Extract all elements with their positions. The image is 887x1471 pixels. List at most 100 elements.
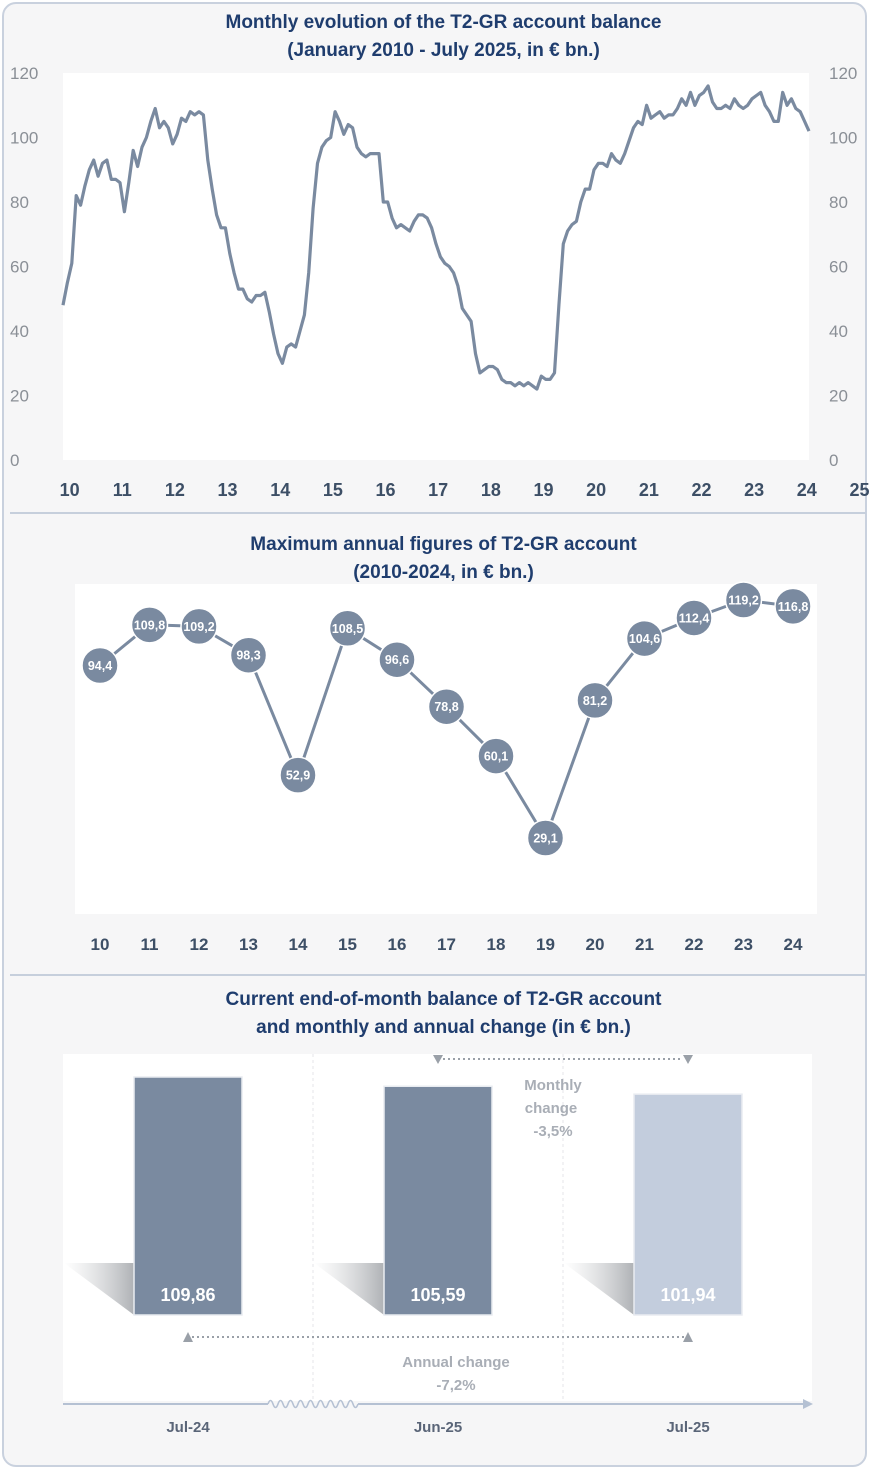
x-tick-11: 11 bbox=[113, 480, 132, 500]
x-tick-Jun-25: Jun-25 bbox=[414, 1419, 462, 1436]
divider-1 bbox=[10, 512, 866, 514]
marker-16 bbox=[378, 640, 416, 679]
x-tick-18: 18 bbox=[481, 480, 501, 500]
data-label-19: 29,1 bbox=[533, 832, 557, 846]
data-label-20: 81,2 bbox=[583, 694, 607, 708]
x-tick-25: 25 bbox=[849, 480, 869, 500]
y-tick-left-0: 0 bbox=[10, 451, 19, 470]
chart2-subtitle: (2010-2024, in € bn.) bbox=[353, 562, 534, 583]
x-tick-13: 13 bbox=[218, 480, 238, 500]
y-tick-right-3: 60 bbox=[829, 258, 848, 277]
data-label-12: 109,2 bbox=[183, 620, 214, 634]
y-tick-left-5: 100 bbox=[10, 129, 38, 148]
marker-11 bbox=[130, 606, 169, 644]
data-label-15: 108,5 bbox=[332, 622, 363, 636]
divider-2 bbox=[10, 974, 866, 976]
y-tick-right-4: 80 bbox=[829, 193, 848, 212]
chart3-subtitle: and monthly and annual change (in € bn.) bbox=[256, 1017, 631, 1038]
y-tick-right-6: 120 bbox=[829, 64, 857, 83]
x-tick-14: 14 bbox=[289, 935, 308, 954]
marker-22 bbox=[675, 599, 713, 637]
y-tick-left-1: 20 bbox=[10, 387, 29, 406]
x-tick-20: 20 bbox=[586, 480, 606, 500]
x-tick-15: 15 bbox=[338, 935, 357, 954]
y-tick-right-2: 40 bbox=[829, 322, 848, 341]
annual-arrow-left bbox=[183, 1332, 193, 1342]
bar-Jul-25 bbox=[633, 1093, 743, 1316]
x-tick-16: 16 bbox=[388, 935, 407, 954]
marker-15 bbox=[328, 609, 367, 648]
monthly-arrow-left bbox=[433, 1055, 443, 1064]
x-tick-11: 11 bbox=[141, 935, 159, 954]
x-tick-18: 18 bbox=[487, 935, 506, 954]
marker-21 bbox=[625, 619, 664, 658]
x-tick-22: 22 bbox=[685, 935, 704, 954]
y-tick-right-1: 20 bbox=[829, 387, 848, 406]
monthly-balance-line bbox=[61, 84, 811, 391]
data-label-11: 109,8 bbox=[134, 618, 165, 632]
y-tick-left-2: 40 bbox=[10, 322, 29, 341]
data-label-17: 78,8 bbox=[434, 700, 458, 714]
data-label-16: 96,6 bbox=[385, 653, 409, 667]
bar-shadow-Jul-25 bbox=[564, 1263, 634, 1315]
y-tick-left-3: 60 bbox=[10, 258, 29, 277]
bar-shadow-Jul-24 bbox=[64, 1263, 134, 1315]
y-tick-right-0: 0 bbox=[829, 451, 838, 470]
x-tick-23: 23 bbox=[744, 480, 764, 500]
marker-19 bbox=[526, 819, 565, 857]
monthly-change-label2: change bbox=[525, 1100, 578, 1117]
marker-12 bbox=[180, 607, 218, 646]
x-tick-17: 17 bbox=[428, 480, 448, 500]
x-tick-21: 21 bbox=[635, 935, 654, 954]
x-tick-20: 20 bbox=[586, 935, 605, 954]
data-label-23: 119,2 bbox=[728, 594, 759, 608]
marker-17 bbox=[427, 687, 466, 726]
x-tick-22: 22 bbox=[691, 480, 711, 500]
data-label-21: 104,6 bbox=[629, 632, 660, 646]
chart2-title: Maximum annual figures of T2-GR account bbox=[250, 534, 637, 555]
x-tick-13: 13 bbox=[239, 935, 258, 954]
x-tick-Jul-25: Jul-25 bbox=[666, 1419, 709, 1436]
annual-arrow-right bbox=[683, 1332, 693, 1342]
monthly-arrow-right bbox=[683, 1055, 693, 1064]
x-tick-21: 21 bbox=[639, 480, 659, 500]
data-label-18: 60,1 bbox=[484, 750, 508, 764]
x-tick-Jul-24: Jul-24 bbox=[166, 1419, 210, 1436]
marker-23 bbox=[724, 581, 763, 619]
monthly-change-label: Monthly bbox=[524, 1077, 582, 1094]
x-tick-24: 24 bbox=[797, 480, 817, 500]
chart1-plot-area bbox=[63, 73, 809, 460]
marker-10 bbox=[81, 646, 119, 685]
x-tick-23: 23 bbox=[734, 935, 753, 954]
annual-change-label: Annual change bbox=[402, 1354, 510, 1371]
x-tick-14: 14 bbox=[270, 480, 290, 500]
marker-24 bbox=[774, 587, 812, 626]
x-tick-17: 17 bbox=[437, 935, 456, 954]
x-tick-10: 10 bbox=[60, 480, 80, 500]
marker-20 bbox=[576, 681, 614, 720]
x-tick-10: 10 bbox=[91, 935, 110, 954]
x-tick-24: 24 bbox=[784, 935, 803, 954]
data-label-14: 52,9 bbox=[286, 769, 310, 783]
monthly-change-value: -3,5% bbox=[533, 1123, 572, 1140]
axis-arrow bbox=[803, 1399, 813, 1409]
bar-value-Jul-25: 101,94 bbox=[660, 1285, 715, 1305]
y-tick-left-4: 80 bbox=[10, 193, 29, 212]
y-tick-right-5: 100 bbox=[829, 129, 857, 148]
y-tick-left-6: 120 bbox=[10, 64, 38, 83]
x-tick-15: 15 bbox=[323, 480, 343, 500]
x-tick-12: 12 bbox=[190, 935, 209, 954]
x-tick-12: 12 bbox=[165, 480, 185, 500]
bar-value-Jun-25: 105,59 bbox=[410, 1285, 465, 1305]
data-label-10: 94,4 bbox=[88, 659, 112, 673]
x-tick-19: 19 bbox=[536, 935, 555, 954]
chart1-title: Monthly evolution of the T2-GR account b… bbox=[225, 12, 662, 33]
chart1-subtitle: (January 2010 - July 2025, in € bn.) bbox=[287, 40, 600, 61]
data-label-22: 112,4 bbox=[679, 611, 710, 625]
axis-break-squiggle bbox=[267, 1399, 359, 1409]
bar-Jul-24 bbox=[133, 1076, 243, 1316]
marker-14 bbox=[279, 756, 317, 794]
bar-Jun-25 bbox=[383, 1085, 493, 1316]
data-label-13: 98,3 bbox=[236, 649, 260, 663]
